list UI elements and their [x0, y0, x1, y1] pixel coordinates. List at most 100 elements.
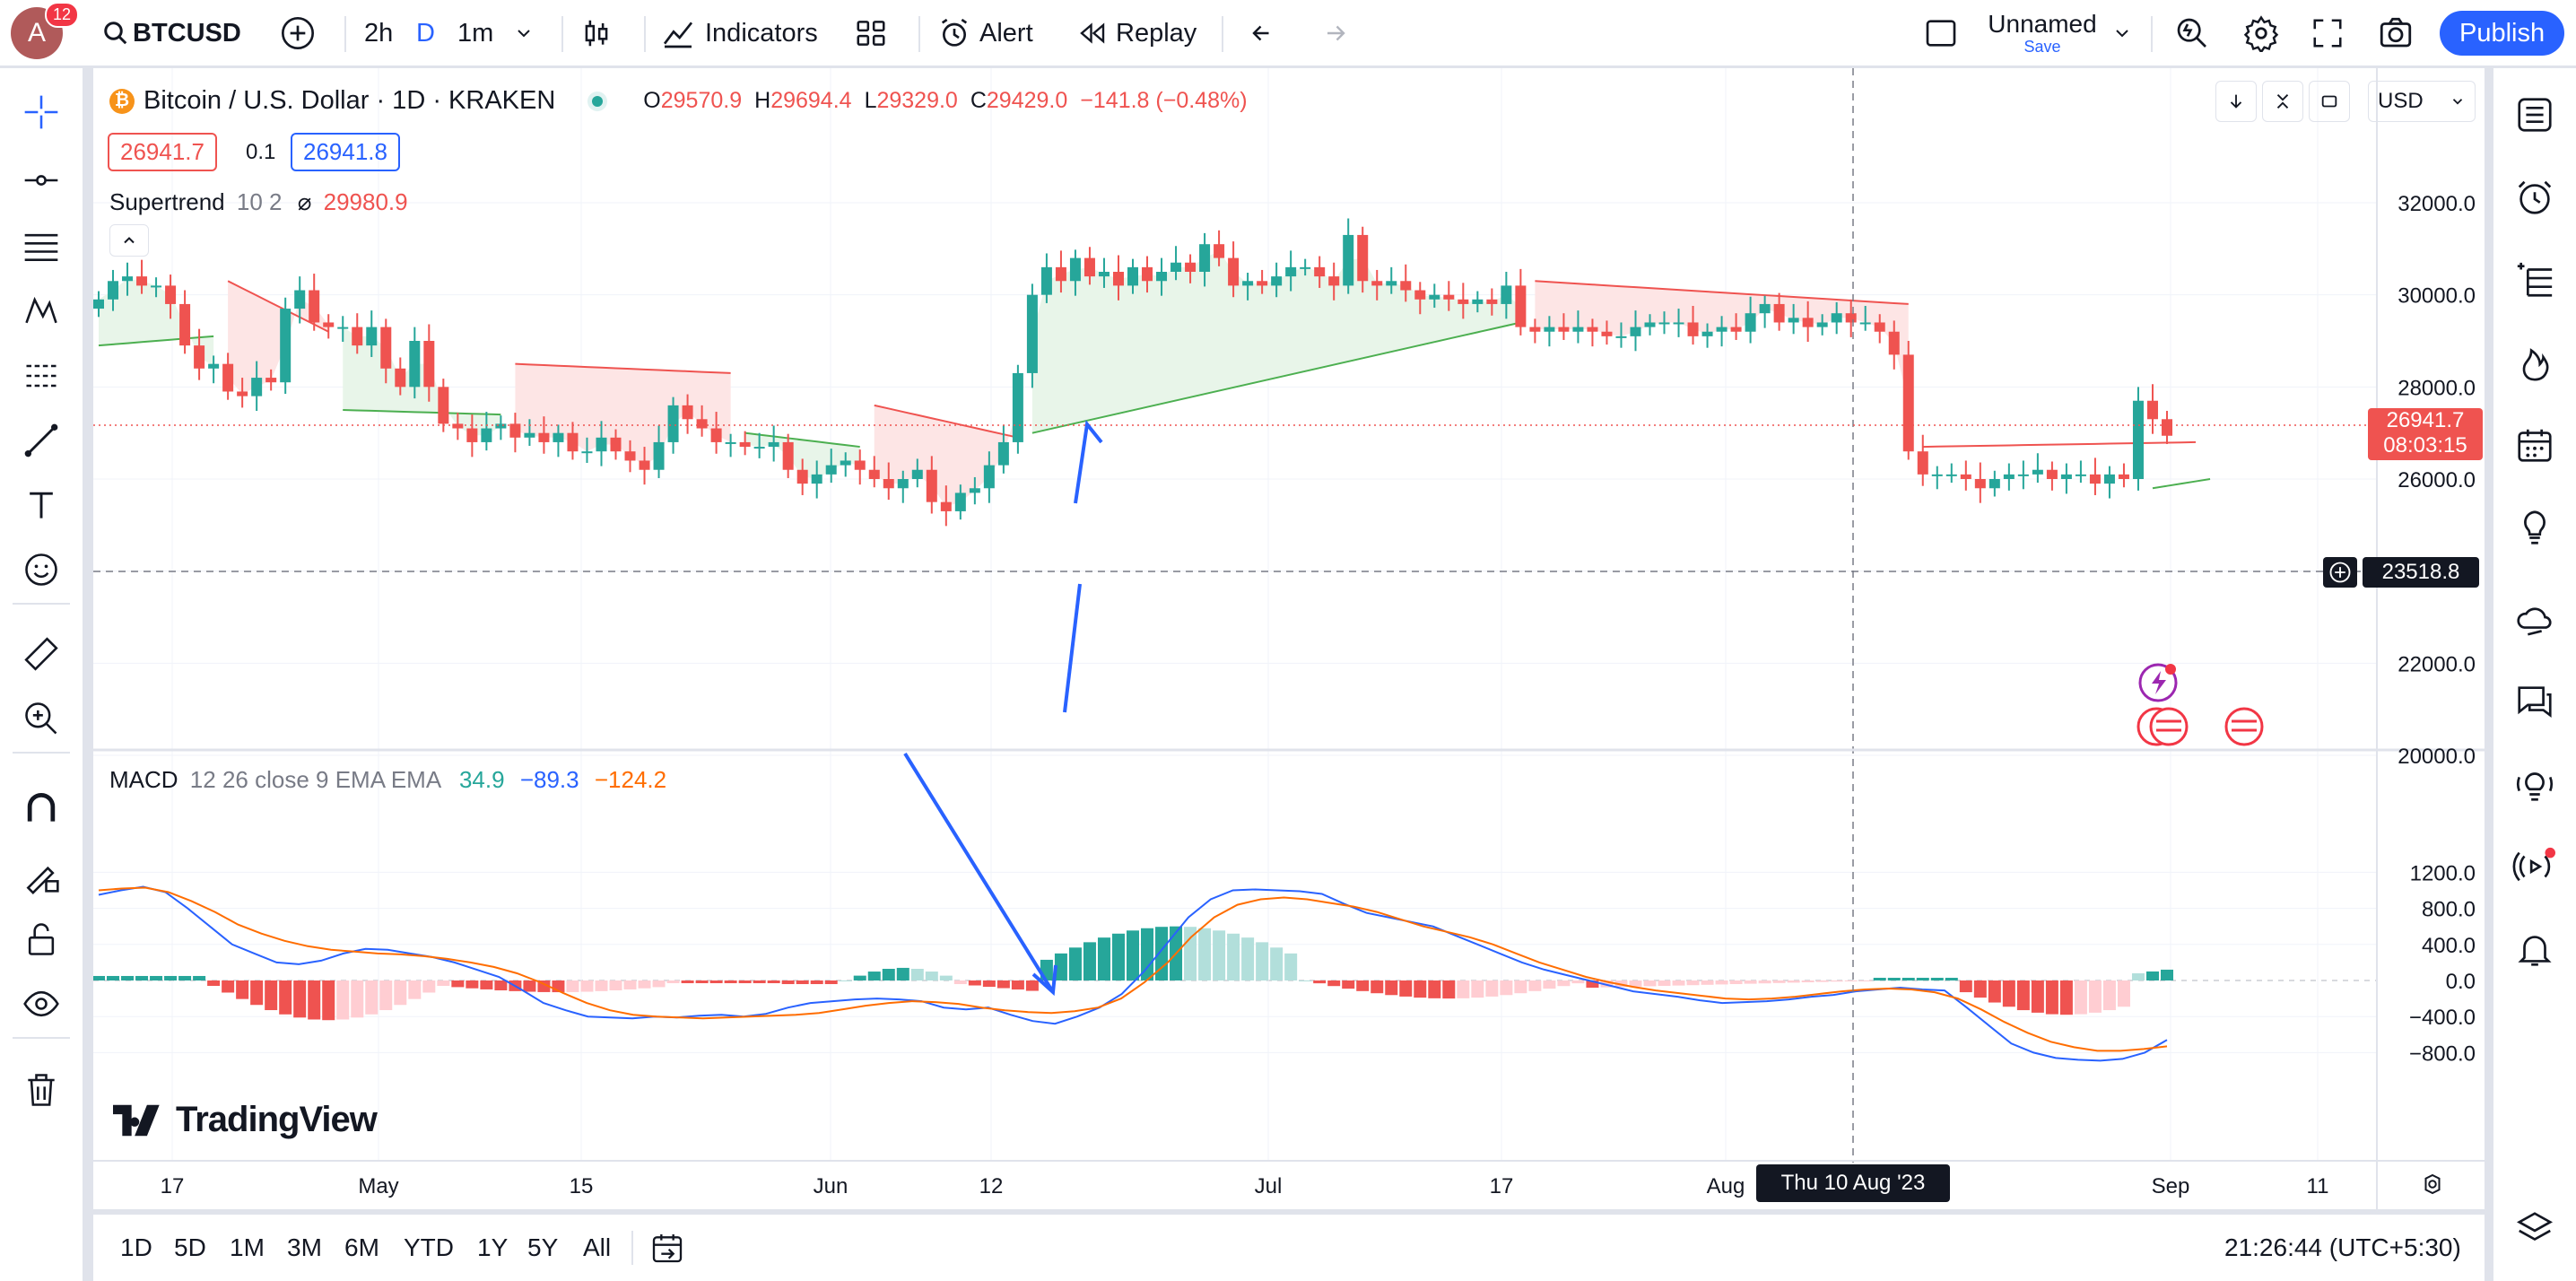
- interval-d[interactable]: D: [416, 18, 435, 48]
- text-tool[interactable]: [0, 474, 83, 536]
- goto-date-button[interactable]: [649, 1215, 685, 1281]
- interval-1m[interactable]: 1m: [457, 18, 494, 48]
- zoom-tool[interactable]: [0, 687, 83, 750]
- watchlist-button[interactable]: [2493, 79, 2576, 151]
- trend-line-tool[interactable]: [0, 149, 83, 212]
- redo-button[interactable]: [1317, 0, 1349, 66]
- flash-bolt-icon: [2152, 671, 2166, 694]
- settings-button[interactable]: [2242, 0, 2280, 66]
- layout-name[interactable]: Unnamed Save: [1984, 0, 2101, 66]
- range-ytd[interactable]: YTD: [404, 1233, 454, 1261]
- market-status-dot: [587, 91, 608, 111]
- replay-button[interactable]: Replay: [1076, 0, 1197, 66]
- indicators-button[interactable]: Indicators: [660, 0, 818, 66]
- macd-histogram-bar: [1097, 937, 1110, 980]
- collapse-pane-button[interactable]: [2262, 81, 2303, 122]
- supertrend-legend[interactable]: Supertrend 10 2 ⌀ 29980.9: [109, 188, 408, 216]
- range-1m[interactable]: 1M: [230, 1233, 265, 1261]
- emoji-tool[interactable]: [0, 538, 83, 601]
- candle-body: [93, 299, 104, 309]
- time-axis-settings-button[interactable]: [2413, 1166, 2452, 1202]
- calendar-button[interactable]: [2493, 409, 2576, 481]
- macd-histogram-bar: [2016, 980, 2030, 1011]
- snapshot-button[interactable]: [2377, 0, 2415, 66]
- alert-button[interactable]: Alert: [936, 0, 1033, 66]
- streams-button[interactable]: [2493, 748, 2576, 820]
- publish-button[interactable]: Publish: [2440, 11, 2565, 56]
- range-3m[interactable]: 3M: [287, 1233, 322, 1261]
- currency-select[interactable]: USD: [2368, 81, 2476, 122]
- quick-search-button[interactable]: [2174, 0, 2210, 66]
- clock-label[interactable]: 21:26:44 (UTC+5:30): [2224, 1233, 2461, 1261]
- buy-button[interactable]: 26941.8: [291, 133, 400, 171]
- gear-icon: [2243, 15, 2279, 52]
- fib-tool[interactable]: [0, 215, 83, 278]
- candle-body: [1601, 331, 1613, 336]
- candle-body: [1859, 322, 1871, 325]
- magnet-tool[interactable]: [0, 777, 83, 840]
- chat-button[interactable]: [2493, 666, 2576, 737]
- range-5y[interactable]: 5Y: [527, 1233, 559, 1261]
- weather-button[interactable]: [2493, 583, 2576, 655]
- symbol-search[interactable]: BTCUSD: [102, 0, 241, 66]
- symbol-title[interactable]: Bitcoin / U.S. Dollar · 1D · KRAKEN: [144, 86, 556, 115]
- projection-tool[interactable]: [0, 344, 83, 407]
- macd-legend[interactable]: MACD 12 26 close 9 EMA EMA 34.9 −89.3 −1…: [109, 766, 666, 794]
- delete-tool[interactable]: [0, 1059, 83, 1121]
- lock-tool[interactable]: [0, 908, 83, 971]
- brush-tool[interactable]: [0, 409, 83, 472]
- candle-body: [1701, 331, 1713, 336]
- ruler-icon: [24, 637, 58, 671]
- fullscreen-button[interactable]: [2311, 0, 2345, 66]
- fib-icon: [24, 233, 58, 261]
- hide-tool[interactable]: [0, 972, 83, 1035]
- hotlist-button[interactable]: [2493, 327, 2576, 398]
- layout-square-icon: [1926, 20, 1956, 47]
- chart-area[interactable]: 32000.030000.028000.026000.024000.022000…: [93, 68, 2485, 1209]
- range-1y[interactable]: 1Y: [477, 1233, 509, 1261]
- collapse-legend-button[interactable]: [109, 224, 149, 257]
- candle-body: [2060, 474, 2072, 479]
- chart-type-button[interactable]: [579, 0, 614, 66]
- range-all[interactable]: All: [583, 1233, 612, 1261]
- notifications-button[interactable]: [2493, 913, 2576, 985]
- avatar[interactable]: A 12: [11, 0, 80, 66]
- us-flag-stripes-icon: [2156, 719, 2181, 732]
- undo-button[interactable]: [1249, 0, 1281, 66]
- range-6m[interactable]: 6M: [344, 1233, 379, 1261]
- interval-2h[interactable]: 2h: [364, 18, 394, 48]
- range-1d[interactable]: 1D: [120, 1233, 152, 1261]
- templates-button[interactable]: [854, 0, 888, 66]
- crosshair-plus-button[interactable]: [2323, 557, 2357, 588]
- macd-histogram-bar: [1068, 947, 1082, 980]
- macd-histogram-bar: [451, 980, 465, 988]
- macd-histogram-bar: [1658, 980, 1671, 987]
- macd-histogram-bar: [222, 980, 235, 993]
- compare-button[interactable]: [280, 0, 316, 66]
- layout-dropdown[interactable]: [2111, 0, 2133, 66]
- ruler-tool[interactable]: [0, 623, 83, 685]
- sell-button[interactable]: 26941.7: [108, 133, 217, 171]
- macd-histogram-bar: [824, 980, 838, 985]
- ideas-button[interactable]: [2493, 492, 2576, 563]
- candles-icon: [585, 20, 608, 47]
- macd-histogram-bar: [1715, 980, 1728, 985]
- object-tree-button[interactable]: [2493, 244, 2576, 316]
- layout-button[interactable]: [1923, 0, 1959, 66]
- layers-button[interactable]: [2493, 1193, 2576, 1265]
- maximize-pane-button[interactable]: [2309, 81, 2350, 122]
- crosshair-tool[interactable]: [0, 81, 83, 144]
- macd-histogram-bar: [1672, 980, 1685, 986]
- layout-save-label: Save: [2023, 38, 2061, 56]
- layout-name-label: Unnamed: [1988, 10, 2097, 38]
- move-pane-down-button[interactable]: [2215, 81, 2257, 122]
- interval-dropdown[interactable]: [513, 0, 535, 66]
- alerts-button[interactable]: [2493, 161, 2576, 233]
- candle-body: [237, 391, 248, 396]
- broadcast-button[interactable]: [2493, 831, 2576, 902]
- lock-drawing-tool[interactable]: [0, 843, 83, 906]
- range-5d[interactable]: 5D: [174, 1233, 206, 1261]
- candle-body: [1257, 281, 1268, 286]
- pattern-tool[interactable]: [0, 280, 83, 343]
